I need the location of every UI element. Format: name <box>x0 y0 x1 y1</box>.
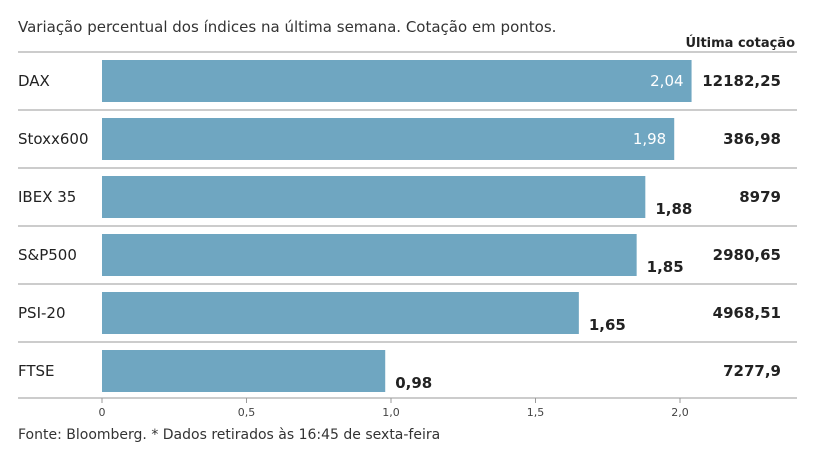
quote-value: 12182,25 <box>702 72 781 90</box>
bar <box>102 118 675 160</box>
value-label: 1,85 <box>647 258 684 276</box>
value-label: 2,04 <box>650 72 683 90</box>
quote-value: 386,98 <box>723 130 781 148</box>
x-tick-label: 1,5 <box>527 406 545 419</box>
category-label: FTSE <box>18 362 55 380</box>
x-tick-label: 2,0 <box>671 406 689 419</box>
quote-value: 8979 <box>739 188 781 206</box>
category-label: S&P500 <box>18 246 77 264</box>
quote-value: 2980,65 <box>713 246 781 264</box>
quote-column-header: Última cotação <box>685 35 795 51</box>
chart-subtitle: Variação percentual dos índices na últim… <box>18 18 557 36</box>
bar <box>102 234 637 276</box>
x-tick-label: 0 <box>99 406 106 419</box>
bar <box>102 292 579 334</box>
quote-value: 4968,51 <box>713 304 781 322</box>
x-tick-label: 0,5 <box>238 406 256 419</box>
value-label: 1,88 <box>655 200 692 218</box>
x-tick-label: 1,0 <box>382 406 400 419</box>
category-label: DAX <box>18 72 50 90</box>
chart-footer-source: Fonte: Bloomberg. * Dados retirados às 1… <box>18 427 441 443</box>
category-label: IBEX 35 <box>18 188 76 206</box>
quote-value: 7277,9 <box>723 362 781 380</box>
category-label: PSI-20 <box>18 304 66 322</box>
value-label: 1,98 <box>633 130 666 148</box>
bar <box>102 176 646 218</box>
value-label: 1,65 <box>589 316 626 334</box>
value-label: 0,98 <box>395 374 432 392</box>
bar <box>102 350 386 392</box>
category-label: Stoxx600 <box>18 130 89 148</box>
bar <box>102 60 692 102</box>
